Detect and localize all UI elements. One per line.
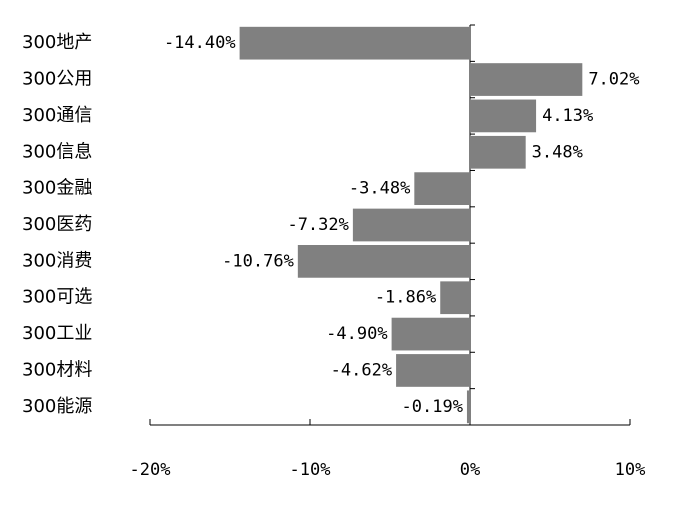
bar xyxy=(391,317,470,351)
value-label: 7.02% xyxy=(588,70,639,90)
bar xyxy=(239,26,470,60)
category-label: 300金融 xyxy=(22,178,92,199)
category-label: 300信息 xyxy=(22,141,92,162)
category-label: 300材料 xyxy=(22,359,92,380)
value-label: -14.40% xyxy=(164,33,236,53)
category-label: 300地产 xyxy=(22,32,92,53)
category-label: 300能源 xyxy=(22,396,92,417)
x-tick-label: 10% xyxy=(615,460,646,480)
category-label: 300消费 xyxy=(22,250,92,271)
value-label: -3.48% xyxy=(349,179,410,199)
category-label: 300工业 xyxy=(22,323,92,344)
bar xyxy=(440,281,470,315)
bar xyxy=(396,354,470,387)
value-label: -0.19% xyxy=(402,397,463,417)
x-tick-label: 0% xyxy=(460,460,480,480)
category-label: 300通信 xyxy=(22,105,92,126)
bar xyxy=(414,172,470,205)
x-tick-label: -10% xyxy=(290,460,331,480)
value-label: 4.13% xyxy=(542,106,593,126)
value-label: 3.48% xyxy=(532,142,583,162)
bar xyxy=(466,390,470,424)
value-label: -4.90% xyxy=(326,324,387,344)
category-label: 300医药 xyxy=(22,214,92,235)
value-label: -4.62% xyxy=(331,360,392,380)
bar xyxy=(470,99,537,133)
x-tick-label: -20% xyxy=(130,460,171,480)
bar xyxy=(470,63,583,96)
bar xyxy=(297,245,470,278)
value-label: -10.76% xyxy=(222,251,294,271)
category-label: 300公用 xyxy=(22,69,92,90)
bar xyxy=(470,135,526,169)
value-label: -7.32% xyxy=(287,215,348,235)
value-label: -1.86% xyxy=(375,288,436,308)
category-label: 300可选 xyxy=(22,287,92,308)
bar xyxy=(352,208,470,242)
